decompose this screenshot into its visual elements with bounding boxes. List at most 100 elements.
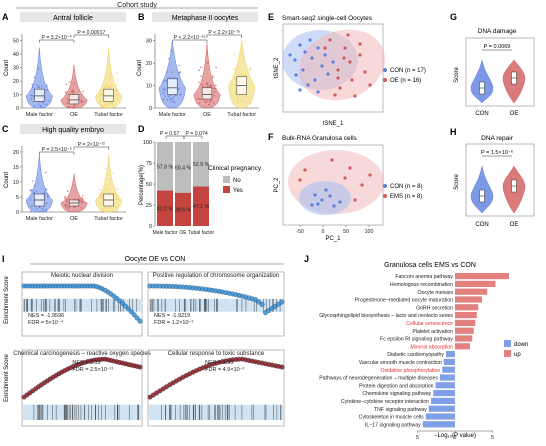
data-point [66, 102, 69, 104]
data-point [33, 104, 36, 107]
y-tick-label: 0 [149, 106, 152, 112]
data-point [41, 85, 43, 88]
data-point [45, 103, 48, 106]
y-tick-label: 0 [16, 210, 19, 216]
scatter-point-oe [333, 93, 337, 97]
data-point [80, 206, 83, 209]
p-value-1: P = 0.57 [160, 131, 179, 137]
data-point [66, 201, 68, 204]
panel-j-bars: Fanconi anemia pathway Homologous recombi… [319, 273, 509, 441]
data-point [115, 195, 118, 198]
bar-down [433, 390, 455, 397]
data-point [81, 202, 83, 204]
gsea-fdr-0: FDR = 5×10⁻⁴ [28, 319, 64, 326]
scatter-point-oe [342, 56, 346, 60]
data-point [249, 101, 252, 104]
scatter-point-con [324, 188, 328, 192]
y-tick-label: 30 [13, 66, 19, 72]
scatter-point-oe [338, 86, 342, 90]
panel-f-title: Bulk-RNA Granulosa cells [282, 135, 358, 142]
y-tick-label: 0 [16, 106, 19, 112]
y-tick-label: 10 [13, 93, 19, 99]
pathway-label: Glycosphingolipid biosynthesis – lacto a… [319, 313, 453, 319]
bar-down [431, 397, 455, 404]
data-point [46, 85, 49, 88]
data-point [170, 100, 173, 103]
legend-dot-ems [383, 194, 387, 198]
data-point [172, 96, 175, 98]
data-point [201, 84, 204, 87]
bracket-2 [73, 146, 109, 150]
bar-up [455, 288, 488, 295]
scatter-point-con [338, 200, 342, 204]
bar-label-no: 52.9 % [193, 162, 210, 168]
data-point [32, 100, 35, 103]
data-point [209, 100, 211, 103]
gsea-nes-2: NES = 2.19 [72, 360, 100, 366]
scatter-point-ems [343, 176, 347, 180]
legend-label-no: No [233, 178, 241, 184]
box-male-factor [34, 88, 45, 102]
oe-ellipse [299, 29, 385, 101]
bar-label-no: 60.4 % [175, 165, 192, 171]
x-tick-label: 0 [322, 229, 325, 235]
data-point [112, 186, 115, 189]
data-point [234, 92, 236, 94]
scatter-point-oe [363, 70, 367, 74]
y-tick-label: 20 [146, 61, 152, 67]
gsea-fdr-3: FDR = 4.9×10⁻² [205, 367, 244, 373]
panel-e-ylabel: tSNE_2 [274, 57, 280, 78]
data-point [162, 92, 165, 94]
data-point [116, 209, 119, 212]
data-point [244, 100, 246, 103]
legend-label-ems: EMS (n = 8) [390, 194, 422, 200]
bar-down [425, 413, 455, 420]
gsea-point [137, 318, 143, 324]
data-point [166, 98, 169, 101]
data-point [206, 62, 209, 64]
box-oe [201, 87, 213, 100]
pathway-label: Oxidative phosphorylation [381, 368, 441, 374]
data-point [81, 93, 83, 96]
x-tick-label: 0 [454, 435, 457, 441]
data-point [38, 205, 41, 208]
gsea-frame-0 [21, 271, 143, 337]
violin-con [470, 59, 494, 104]
bar-label-yes: 42.2 % [157, 206, 174, 212]
data-point [166, 71, 169, 73]
data-point [41, 101, 44, 103]
data-point [164, 89, 166, 91]
data-point [165, 80, 168, 82]
gsea-frame-2 [21, 349, 143, 427]
bar-yes-male-factor [157, 190, 173, 226]
data-point [68, 198, 71, 200]
scatter-point-oe [336, 68, 340, 72]
panel-letter-e: E [268, 12, 274, 22]
bar-up [455, 335, 473, 342]
panel-letter-h: H [450, 127, 457, 137]
panel-a-marks [25, 47, 123, 109]
y-tick-label: 10 [146, 84, 152, 90]
data-point [98, 193, 101, 196]
panel-g-xtick-oe: OE [510, 111, 519, 117]
data-point [64, 203, 67, 206]
data-point [82, 90, 84, 93]
gsea-fdr-2: FDR = 2.5×10⁻¹¹ [72, 367, 113, 373]
data-point [167, 96, 170, 98]
y-tick-label: 0 [149, 224, 152, 230]
scatter-point-con [298, 43, 302, 47]
panel-h-xtick-oe: OE [510, 222, 519, 228]
data-point [73, 205, 76, 208]
panel-i-header: Oocyte OE vs CON [125, 256, 186, 263]
pathway-label: Fc epsilon RI signaling pathway [380, 337, 453, 343]
data-point [162, 89, 164, 91]
bar-up [455, 327, 474, 334]
bar-up [455, 273, 509, 280]
x-tick-label: Male factor [153, 230, 178, 236]
panel-b: B Metaphase II oocytes Count 0 10 20 30 Male… [137, 12, 259, 118]
data-point [248, 68, 251, 71]
data-point [240, 97, 243, 100]
panel-g-title: DNA damage [478, 28, 517, 35]
panel-d-axes: 0 25 50 75 100 Male factor OE Tubal factor P = 0… [143, 131, 215, 236]
